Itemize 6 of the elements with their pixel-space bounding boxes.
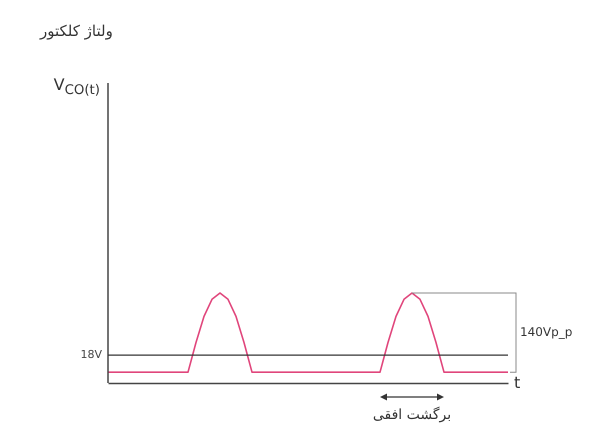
chart-title: ولتاژ کلکتور <box>40 22 113 40</box>
x-axis-title: t <box>514 373 520 392</box>
ref-line-label: 18V <box>80 348 102 362</box>
text: V$_{CO(t)}$ <box>54 75 100 98</box>
text: برگشت افقی <box>372 407 452 423</box>
text: 140Vp_p <box>520 324 572 339</box>
